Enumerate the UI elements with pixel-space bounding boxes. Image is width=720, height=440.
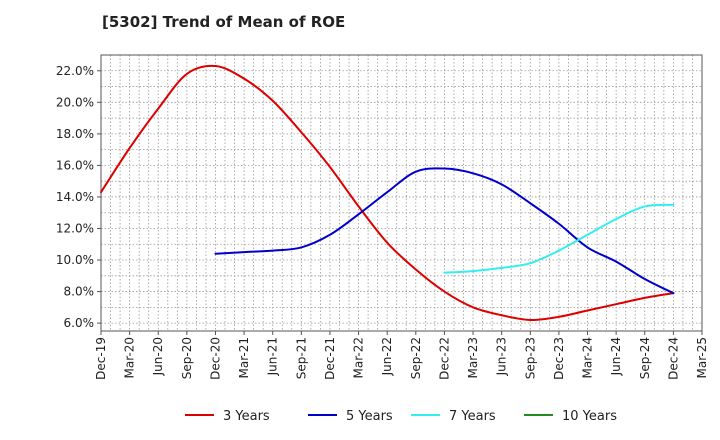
x-tick-label: Mar-21 bbox=[237, 337, 251, 378]
x-tick-label: Jun-24 bbox=[609, 337, 623, 376]
legend-label-3-years: 3 Years bbox=[223, 409, 270, 424]
series-line-5-years bbox=[214, 167, 675, 295]
chart-title: [5302] Trend of Mean of ROE bbox=[102, 13, 346, 31]
x-tick-label: Mar-23 bbox=[466, 337, 480, 378]
series-line-7-years bbox=[443, 203, 675, 274]
x-tick-label: Mar-22 bbox=[352, 337, 366, 378]
x-tick-label: Dec-20 bbox=[208, 337, 222, 380]
y-tick-label: 20.0% bbox=[56, 95, 94, 109]
y-tick-label: 14.0% bbox=[56, 190, 94, 204]
series-line-3-years bbox=[100, 64, 675, 321]
legend-label-7-years: 7 Years bbox=[449, 409, 496, 424]
x-tick-label: Dec-21 bbox=[323, 337, 337, 380]
series-lines bbox=[100, 64, 675, 321]
x-tick-label: Mar-24 bbox=[581, 337, 595, 378]
x-tick-label: Jun-21 bbox=[266, 337, 280, 376]
legend-label-5-years: 5 Years bbox=[346, 409, 393, 424]
x-tick-label: Sep-23 bbox=[523, 337, 537, 379]
x-tick-label: Sep-22 bbox=[409, 337, 423, 379]
x-tick-label: Dec-24 bbox=[666, 337, 680, 380]
y-tick-label: 12.0% bbox=[56, 221, 94, 235]
y-tick-label: 22.0% bbox=[56, 64, 94, 78]
x-tick-label: Jun-22 bbox=[380, 337, 394, 376]
x-tick-label: Mar-20 bbox=[123, 337, 137, 378]
legend-label-10-years: 10 Years bbox=[562, 409, 617, 424]
x-tick-label: Sep-20 bbox=[180, 337, 194, 379]
x-tick-label: Dec-19 bbox=[94, 337, 108, 380]
x-tick-label: Sep-24 bbox=[638, 337, 652, 379]
legend: 3 Years 5 Years 7 Years 10 Years bbox=[185, 409, 617, 424]
y-tick-label: 18.0% bbox=[56, 127, 94, 141]
y-tick-label: 8.0% bbox=[64, 285, 95, 299]
x-tick-label: Jun-20 bbox=[151, 337, 165, 376]
x-tick-label: Dec-22 bbox=[437, 337, 451, 380]
x-tick-label: Sep-21 bbox=[294, 337, 308, 379]
grid bbox=[100, 55, 703, 331]
plot-area bbox=[100, 54, 703, 332]
x-tick-label: Mar-25 bbox=[695, 337, 709, 378]
axes: 6.0% 8.0% 10.0% 12.0% 14.0% 16.0% 18.0% 20.0% 22… bbox=[56, 54, 709, 380]
y-tick-label: 16.0% bbox=[56, 158, 94, 172]
y-tick-label: 6.0% bbox=[64, 316, 95, 330]
y-tick-label: 10.0% bbox=[56, 253, 94, 267]
x-tick-label: Dec-23 bbox=[552, 337, 566, 380]
x-tick-label: Jun-23 bbox=[495, 337, 509, 376]
